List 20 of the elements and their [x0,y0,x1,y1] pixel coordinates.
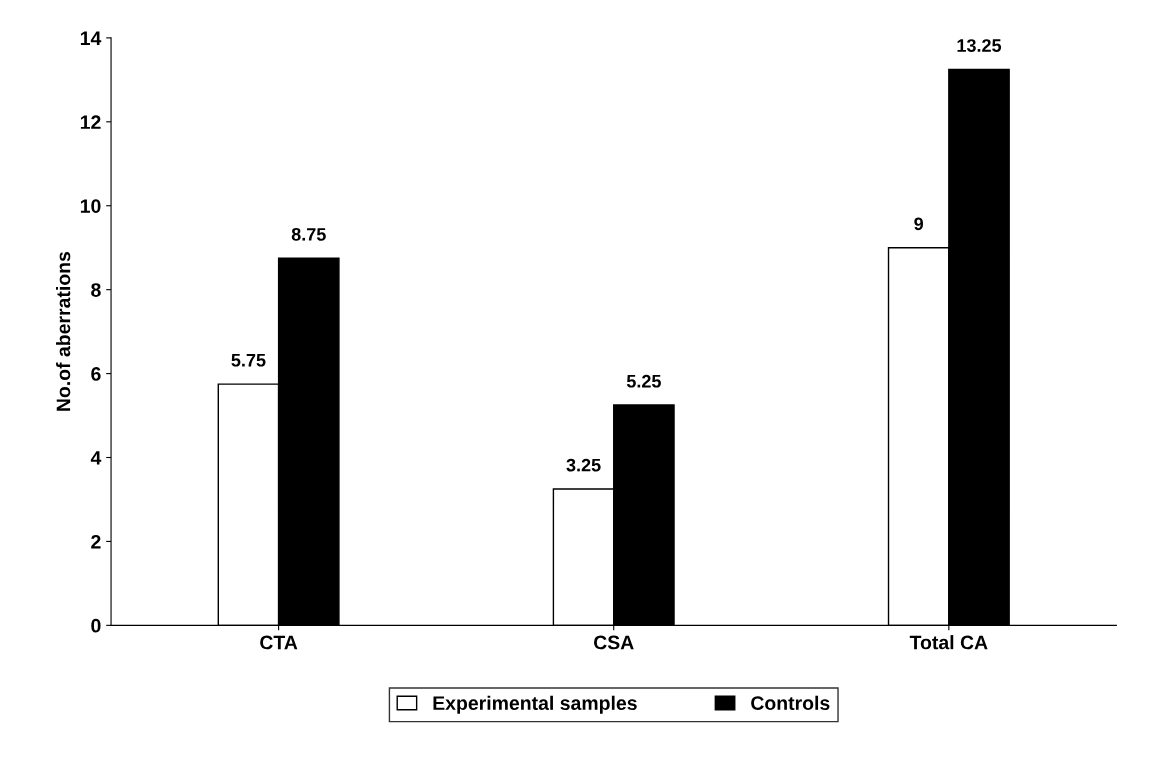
y-tick-label: 12 [80,115,101,129]
y-tick-label: 4 [90,451,102,465]
data-label: 8.75 [291,227,326,241]
x-tick-label: CSA [594,635,634,650]
data-label: 9 [914,217,924,231]
y-axis-title: No.of aberrations [56,251,71,411]
data-label: 3.25 [566,458,601,472]
y-tick-label: 0 [91,618,101,633]
data-label: 5.25 [626,374,661,388]
x-tick-label: Total CA [909,635,988,650]
y-tick-label: 2 [91,534,101,549]
y-tick-label: 6 [91,367,101,381]
y-tick-label: 10 [80,199,101,213]
data-label: 5.75 [231,354,266,367]
x-tick-label: CTA [260,635,298,650]
y-tick-label: 14 [80,31,102,45]
y-tick-label: 8 [91,283,101,297]
legend-label: Controls [751,695,830,710]
legend-label: Experimental samples [433,695,637,714]
data-label: 13.25 [957,39,1002,52]
